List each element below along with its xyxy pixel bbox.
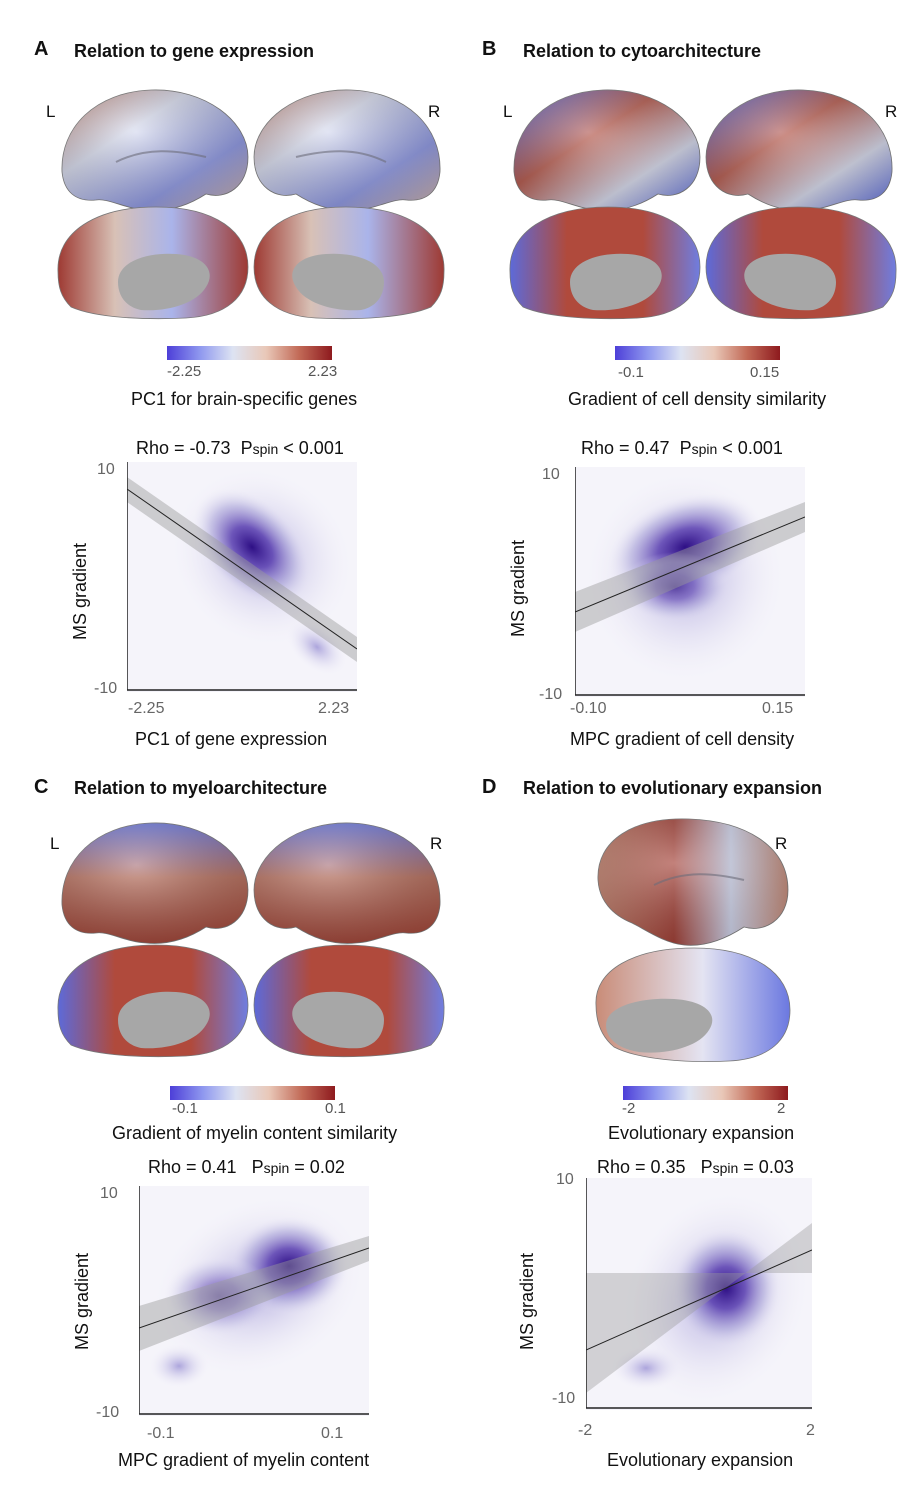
brain-medial-left-b [509,206,701,320]
brain-medial-right-b [705,206,897,320]
colorbar-max-a: 2.23 [308,363,338,380]
panel-title-a: Relation to gene expression [74,41,315,61]
hemi-label-left-c: L [50,834,60,853]
ytick-bottom-c: -10 [96,1404,120,1421]
ylabel-a: MS gradient [70,542,90,640]
xtick-left-c: -0.1 [147,1425,175,1442]
brain-lateral-left-b [513,89,701,211]
colorbar-b [615,346,780,360]
stat-line-b: Rho = 0.47 Pspin < 0.001 [581,438,783,459]
brain-medial-right-c [253,944,445,1058]
ytick-top-b: 10 [542,466,560,483]
ylabel-c: MS gradient [72,1252,92,1350]
p-sub-b: spin [691,441,718,457]
panel-title-b: Relation to cytoarchitecture [523,41,762,61]
p-sub-a: spin [252,441,279,457]
hemi-label-right-b: R [885,102,898,121]
colorbar-max-d: 2 [777,1100,786,1117]
xlabel-b: MPC gradient of cell density [570,729,795,749]
density-plot-a [126,462,358,697]
brain-medial-right [253,206,445,320]
p-sub-c: spin [263,1160,290,1176]
rho-value-c: Rho = 0.41 [148,1157,237,1177]
colorbar-c [170,1086,335,1100]
brain-lateral-right-d [597,818,789,946]
colorbar-min-a: -2.25 [167,363,202,380]
p-value-d: = 0.03 [738,1157,794,1177]
stat-line-c: Rho = 0.41 Pspin = 0.02 [148,1157,345,1178]
ytick-top-d: 10 [556,1171,574,1188]
colorbar-title-d: Evolutionary expansion [608,1123,795,1143]
colorbar-min-c: -0.1 [172,1100,198,1117]
colorbar-title-b: Gradient of cell density similarity [568,389,827,409]
xtick-left-a: -2.25 [128,700,165,717]
brain-map-d [594,815,794,1065]
rho-value-b: Rho = 0.47 [581,438,670,458]
ytick-bottom-a: -10 [94,680,118,697]
p-value-c: = 0.02 [289,1157,345,1177]
density-plot-d [585,1178,813,1415]
colorbar-max-b: 0.15 [750,364,780,381]
panel-letter-b: B [482,38,497,60]
brain-medial-left-c [57,944,249,1058]
ytick-bottom-d: -10 [552,1390,576,1407]
p-sub-d: spin [712,1160,739,1176]
rho-value-d: Rho = 0.35 [597,1157,686,1177]
brain-lateral-right-c [253,822,441,944]
density-plot-c [138,1186,370,1421]
stat-line-d: Rho = 0.35 Pspin = 0.03 [597,1157,794,1178]
hemi-label-right-c: R [430,834,443,853]
ytick-bottom-b: -10 [539,686,563,703]
p-label-d: P [700,1157,713,1177]
panel-title-c: Relation to myeloarchitecture [74,778,328,798]
panel-letter-c: C [34,776,49,798]
density-plot-b [574,467,806,702]
colorbar-min-b: -0.1 [618,364,644,381]
xlabel-c: MPC gradient of myelin content [118,1450,370,1470]
panel-title-d: Relation to evolutionary expansion [523,778,823,798]
brain-map-b [508,82,898,322]
xtick-left-b: -0.10 [570,700,607,717]
brain-map-c [56,815,446,1060]
hemi-label-left-b: L [503,102,513,121]
xtick-left-d: -2 [578,1422,593,1439]
colorbar-min-d: -2 [622,1100,636,1117]
ylabel-d: MS gradient [517,1252,537,1350]
p-value-b: < 0.001 [717,438,783,458]
stat-line-a: Rho = -0.73 Pspin < 0.001 [136,438,344,459]
xtick-right-b: 0.15 [762,700,794,717]
xtick-right-d: 2 [806,1422,815,1439]
xtick-right-a: 2.23 [318,700,350,717]
ylabel-b: MS gradient [508,539,528,637]
colorbar-a [167,346,332,360]
brain-lateral-right [253,89,441,211]
brain-medial-left [57,206,249,320]
p-label-a: P [240,438,253,458]
colorbar-title-a: PC1 for brain-specific genes [131,389,358,409]
ytick-top-a: 10 [97,461,115,478]
colorbar-d [623,1086,788,1100]
brain-map-a [56,82,446,322]
xlabel-d: Evolutionary expansion [607,1450,794,1470]
rho-value-a: Rho = -0.73 [136,438,231,458]
colorbar-title-c: Gradient of myelin content similarity [112,1123,398,1143]
hemi-label-left-a: L [46,102,56,121]
ytick-top-c: 10 [100,1185,118,1202]
hemi-label-right-a: R [428,102,441,121]
xtick-right-c: 0.1 [321,1425,344,1442]
panel-letter-d: D [482,776,497,798]
p-value-a: < 0.001 [278,438,344,458]
p-label-b: P [679,438,692,458]
brain-lateral-left [61,89,249,211]
xlabel-a: PC1 of gene expression [135,729,328,749]
brain-medial-right-d [595,947,791,1062]
hemi-label-right-d: R [775,834,788,853]
p-label-c: P [251,1157,264,1177]
panel-letter-a: A [34,38,49,60]
brain-lateral-right-b [705,89,893,211]
colorbar-max-c: 0.1 [325,1100,346,1117]
brain-lateral-left-c [61,822,249,944]
